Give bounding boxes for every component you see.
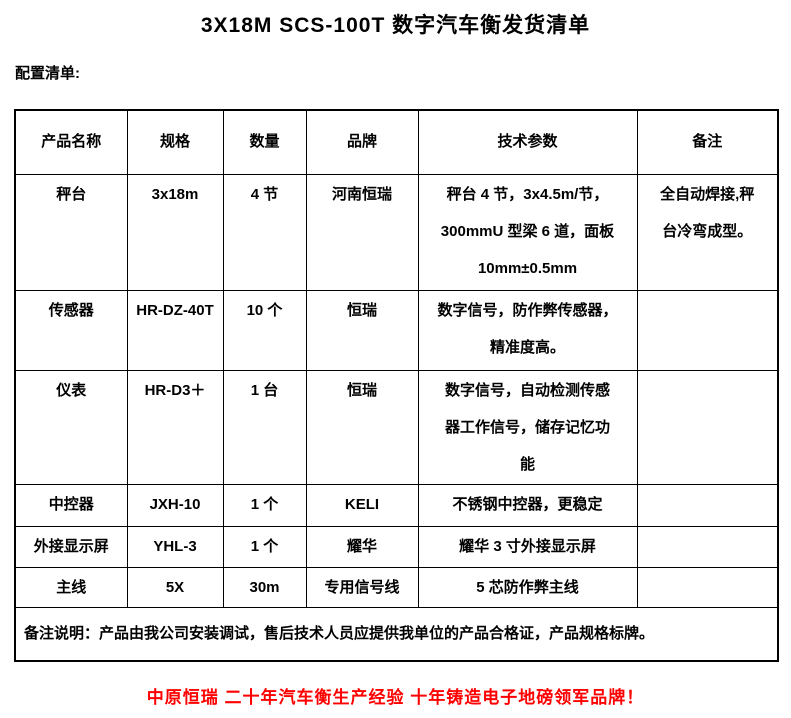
table-row: 中控器 JXH-10 1 个 KELI 不锈钢中控器，更稳定 [14,483,779,527]
table-row: 主线 5X 30m 专用信号线 5 芯防作弊主线 [14,566,779,608]
col-header-tech-params: 技术参数 [417,109,638,175]
cell-brand: 恒瑞 [305,369,419,485]
cell-product-name: 仪表 [14,369,128,485]
cell-spec: 3x18m [126,173,224,291]
cell-remark: 全自动焊接,秤 台冷弯成型。 [636,173,779,291]
cell-spec: 5X [126,566,224,608]
cell-remark [636,369,779,485]
cell-product-name: 秤台 [14,173,128,291]
cell-brand: 专用信号线 [305,566,419,608]
cell-remark [636,483,779,527]
cell-product-name: 传感器 [14,289,128,371]
cell-brand: 耀华 [305,525,419,568]
table-row: 仪表 HR-D3＋ 1 台 恒瑞 数字信号，自动检测传感 器工作信号，储存记忆功… [14,369,779,485]
cell-qty: 1 台 [222,369,307,485]
cell-qty: 10 个 [222,289,307,371]
cell-spec: YHL-3 [126,525,224,568]
note-cell: 备注说明：产品由我公司安装调试，售后技术人员应提供我单位的产品合格证，产品规格标… [14,606,779,662]
col-header-spec: 规格 [126,109,224,175]
table-row: 外接显示屏 YHL-3 1 个 耀华 耀华 3 寸外接显示屏 [14,525,779,568]
table-note-row: 备注说明：产品由我公司安装调试，售后技术人员应提供我单位的产品合格证，产品规格标… [14,606,779,662]
cell-tech-params: 数字信号，自动检测传感 器工作信号，储存记忆功 能 [417,369,638,485]
cell-spec: HR-D3＋ [126,369,224,485]
cell-spec: JXH-10 [126,483,224,527]
cell-remark [636,525,779,568]
cell-product-name: 外接显示屏 [14,525,128,568]
cell-qty: 1 个 [222,525,307,568]
table-row: 传感器 HR-DZ-40T 10 个 恒瑞 数字信号，防作弊传感器， 精准度高。 [14,289,779,371]
cell-brand: 恒瑞 [305,289,419,371]
cell-qty: 30m [222,566,307,608]
cell-tech-params: 秤台 4 节，3x4.5m/节， 300mmU 型梁 6 道，面板 10mm±0… [417,173,638,291]
cell-tech-params: 数字信号，防作弊传感器， 精准度高。 [417,289,638,371]
cell-remark [636,566,779,608]
cell-brand: 河南恒瑞 [305,173,419,291]
cell-tech-params: 5 芯防作弊主线 [417,566,638,608]
cell-brand: KELI [305,483,419,527]
table-header-row: 产品名称 规格 数量 品牌 技术参数 备注 [14,109,779,175]
cell-product-name: 主线 [14,566,128,608]
col-header-qty: 数量 [222,109,307,175]
table-row: 秤台 3x18m 4 节 河南恒瑞 秤台 4 节，3x4.5m/节， 300mm… [14,173,779,291]
cell-product-name: 中控器 [14,483,128,527]
col-header-remark: 备注 [636,109,779,175]
config-list-label: 配置清单: [15,65,80,82]
shipping-list-table: 产品名称 规格 数量 品牌 技术参数 备注 秤台 3x18m 4 节 河南恒瑞 … [14,109,779,662]
col-header-brand: 品牌 [305,109,419,175]
page-title: 3X18M SCS-100T 数字汽车衡发货清单 [200,14,591,37]
cell-tech-params: 不锈钢中控器，更稳定 [417,483,638,527]
cell-tech-params: 耀华 3 寸外接显示屏 [417,525,638,568]
cell-remark [636,289,779,371]
cell-spec: HR-DZ-40T [126,289,224,371]
cell-qty: 1 个 [222,483,307,527]
col-header-product-name: 产品名称 [14,109,128,175]
footer-slogan: 中原恒瑞 二十年汽车衡生产经验 十年铸造电子地磅领军品牌！ [146,688,645,707]
cell-qty: 4 节 [222,173,307,291]
